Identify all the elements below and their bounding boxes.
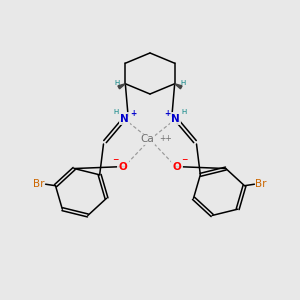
Text: N: N xyxy=(120,113,129,124)
Text: −: − xyxy=(181,155,188,164)
Text: N: N xyxy=(171,113,180,124)
Text: Br: Br xyxy=(255,179,267,189)
Text: Br: Br xyxy=(33,179,45,189)
Text: ++: ++ xyxy=(159,134,172,142)
Text: O: O xyxy=(172,161,182,172)
Text: +: + xyxy=(164,109,170,118)
Text: Ca: Ca xyxy=(140,134,154,145)
Text: H: H xyxy=(181,80,186,86)
Polygon shape xyxy=(175,84,182,89)
Text: +: + xyxy=(130,109,136,118)
Text: O: O xyxy=(118,161,127,172)
Text: H: H xyxy=(182,110,187,116)
Text: H: H xyxy=(113,110,118,116)
Text: −: − xyxy=(112,155,119,164)
Polygon shape xyxy=(118,84,125,89)
Text: H: H xyxy=(114,80,119,86)
